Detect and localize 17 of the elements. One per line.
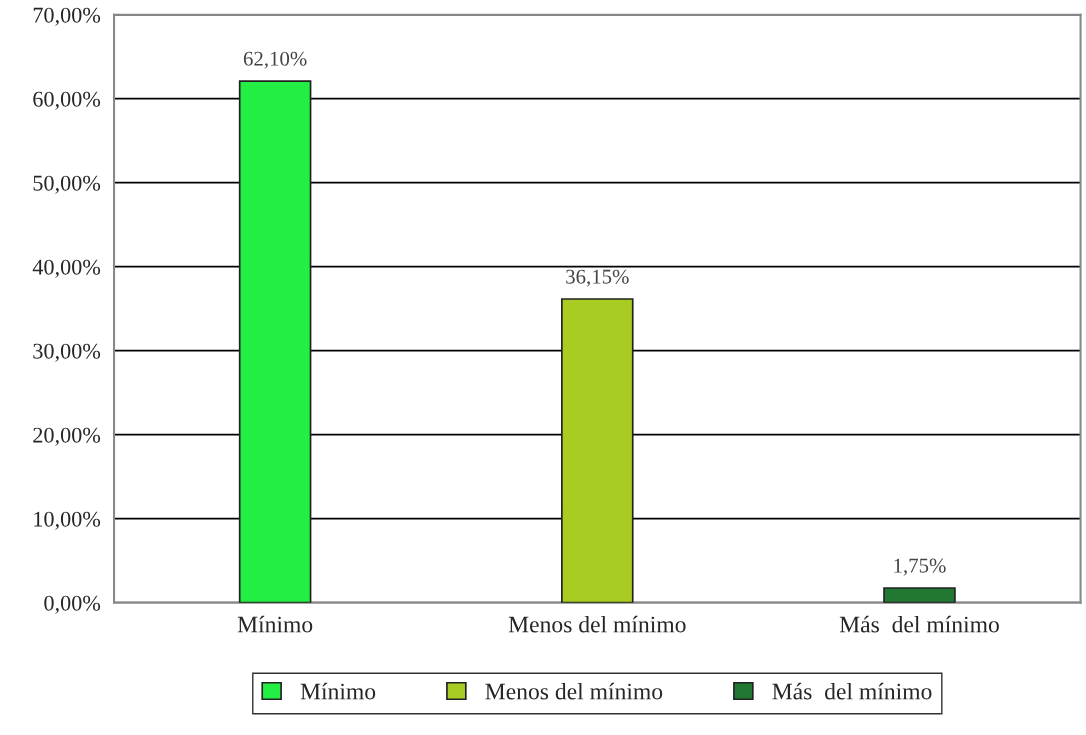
x-tick-label: Mínimo (237, 615, 313, 633)
y-tick-label: 60,00% (33, 91, 101, 110)
y-tick-label: 40,00% (32, 259, 101, 278)
legend-label: Mínimo (300, 682, 376, 700)
data-label: 1,75% (894, 558, 946, 576)
legend-label: Menos del mínimo (485, 682, 663, 700)
y-tick-label: 20,00% (33, 427, 101, 446)
y-tick-label: 50,00% (33, 175, 101, 194)
y-tick-label: 10,00% (34, 511, 101, 530)
data-label: 62,10% (243, 51, 307, 69)
x-tick-label: Más del mínimo (839, 615, 999, 633)
x-tick-label: Menos del mínimo (508, 615, 686, 633)
y-tick-label: 30,00% (33, 343, 101, 362)
data-label: 36,15% (566, 269, 629, 287)
y-tick-label: 0,00% (44, 595, 101, 614)
legend-label: Más del mínimo (772, 682, 932, 700)
y-tick-label: 70,00% (33, 7, 101, 26)
